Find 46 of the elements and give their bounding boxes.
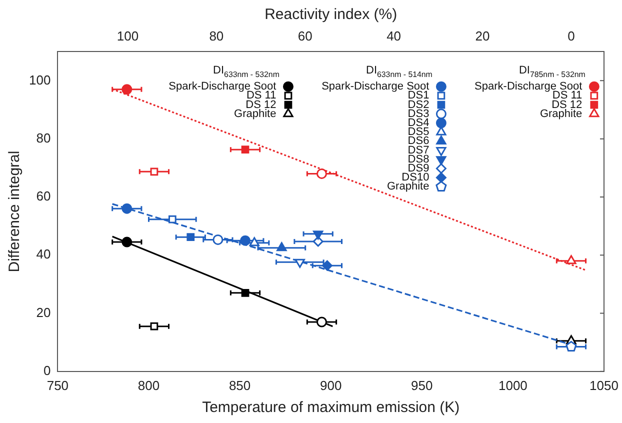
x2-tick-label: 60 (298, 28, 312, 44)
y-tick-label: 0 (43, 362, 51, 378)
point (294, 258, 305, 268)
y-tick-label: 100 (28, 72, 51, 88)
point (241, 146, 250, 154)
x2-tick-label: 100 (116, 28, 139, 44)
x-tick-label: 900 (320, 378, 342, 393)
point (313, 230, 324, 240)
x-tick-label: 950 (411, 378, 433, 393)
x-tick-label: 800 (138, 378, 160, 393)
point (566, 255, 576, 264)
y-tick-label: 20 (36, 304, 51, 320)
point (150, 322, 158, 330)
point (276, 242, 287, 252)
legend-label: Graphite (386, 180, 430, 193)
point (322, 260, 332, 271)
point (212, 234, 224, 245)
x-tick-label: 750 (46, 378, 69, 393)
x-tick-label: 1000 (498, 378, 528, 393)
y-tick-label: 60 (36, 188, 51, 204)
x2-tick-label: 0 (568, 28, 575, 44)
x2-tick-label: 20 (475, 28, 490, 44)
legend-label: Graphite (234, 108, 276, 120)
x-tick-label: 850 (228, 378, 251, 393)
y-tick-label: 80 (36, 130, 51, 146)
point (240, 235, 251, 246)
point (316, 316, 327, 328)
y-axis-title: Difference integral (6, 150, 24, 272)
point (168, 215, 176, 224)
x2-tick-label: 80 (209, 28, 224, 44)
point (566, 340, 577, 352)
point (186, 233, 195, 242)
point (150, 168, 158, 176)
point (241, 288, 250, 297)
point (122, 236, 132, 248)
legend-label: Graphite (540, 108, 582, 120)
x2-tick-label: 40 (386, 28, 402, 44)
point (122, 84, 132, 95)
x2-axis-title: Reactivity index (%) (264, 6, 398, 24)
point (122, 203, 132, 214)
x-axis-title: Temperature of maximum emission (K) (202, 399, 460, 416)
point (312, 236, 324, 247)
y-tick-label: 40 (36, 246, 51, 262)
x-tick-label: 1050 (590, 378, 618, 393)
point (316, 168, 327, 179)
point (249, 237, 260, 246)
